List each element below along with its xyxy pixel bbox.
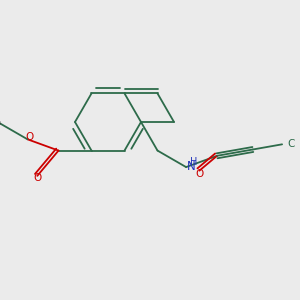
Text: H: H: [190, 157, 198, 167]
Text: O: O: [26, 132, 34, 142]
Text: O: O: [33, 173, 41, 183]
Text: O: O: [195, 169, 203, 178]
Text: C: C: [287, 139, 295, 149]
Text: N: N: [187, 160, 196, 172]
Text: CH₃: CH₃: [0, 117, 2, 127]
